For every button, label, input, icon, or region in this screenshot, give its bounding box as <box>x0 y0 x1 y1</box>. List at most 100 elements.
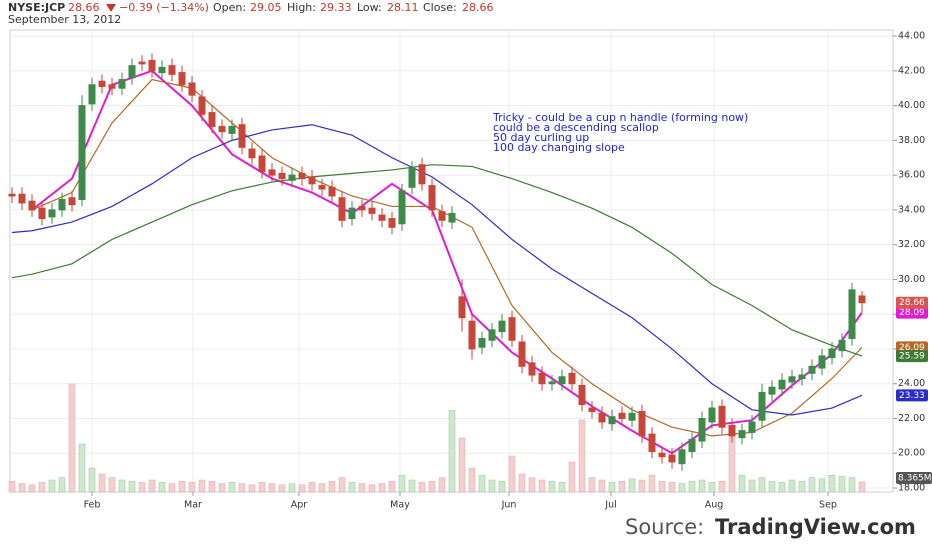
header: NYSE:JCP 28.66 −0.39 (−1.34%) Open: 29.0… <box>8 1 494 14</box>
volume-bar <box>148 479 156 493</box>
candle-body <box>708 407 716 423</box>
volume-bar <box>18 483 26 493</box>
candle-body <box>178 72 186 86</box>
volume-bar <box>548 480 556 493</box>
x-tick-label: Jun <box>501 500 517 511</box>
candle-body <box>438 211 446 221</box>
volume-bar <box>188 482 196 493</box>
candle-body <box>188 82 196 96</box>
candle-body <box>218 125 226 133</box>
source-site: TradingView.com <box>715 515 916 539</box>
candle-body <box>818 355 826 369</box>
candle-body <box>158 66 166 74</box>
candle-body <box>48 209 56 218</box>
candle-body <box>338 197 346 221</box>
volume-bar <box>88 467 96 493</box>
volume-bar <box>98 473 106 493</box>
volume-tag <box>896 472 932 484</box>
candle-body <box>598 412 606 423</box>
candle-body <box>578 384 586 406</box>
volume-bar <box>298 484 306 493</box>
change: −0.39 (−1.34%) <box>119 1 209 14</box>
x-tick-label: Feb <box>84 500 101 511</box>
volume-bar <box>208 480 216 493</box>
candle-body <box>718 405 726 428</box>
volume-bar <box>58 477 66 493</box>
quote-value: 28.66 <box>462 1 494 14</box>
volume-bar <box>8 480 16 493</box>
volume-bar <box>418 482 426 493</box>
candle-body <box>448 212 456 223</box>
candle-body <box>808 365 816 374</box>
candle-body <box>838 339 846 352</box>
volume-bar <box>488 479 496 493</box>
volume-bar <box>798 480 806 493</box>
last-value-label: 26.09 <box>899 343 925 353</box>
candle-body <box>488 329 496 341</box>
x-tick-label: May <box>390 500 410 511</box>
y-tick-label: 30.00 <box>898 274 925 285</box>
last-value-tag <box>896 296 928 309</box>
quote-value: 28.11 <box>387 1 419 14</box>
volume-bar <box>248 484 256 493</box>
annotation: 50 day curling up <box>493 131 589 144</box>
candle-body <box>298 172 306 180</box>
volume-bar <box>738 474 746 493</box>
volume-bar <box>538 479 546 493</box>
candle-body <box>168 65 176 75</box>
candle-body <box>698 417 706 442</box>
volume-bar <box>628 478 636 493</box>
candle-body <box>248 148 256 159</box>
volume-bar <box>718 480 726 493</box>
volume-bar <box>458 437 466 493</box>
source-label: Source: <box>625 515 704 539</box>
last-value-tag <box>896 306 928 319</box>
volume-bar <box>28 484 36 493</box>
candle-body <box>538 372 546 385</box>
volume-bar <box>838 476 846 493</box>
candle-body <box>728 424 736 437</box>
volume-bar <box>758 477 766 493</box>
candle-body <box>568 372 576 385</box>
labels: 18.0020.0022.0024.0026.0028.0030.0032.00… <box>84 31 932 511</box>
quote-value: 29.05 <box>250 1 282 14</box>
volume-bar <box>128 480 136 493</box>
last-value-tag <box>896 389 928 402</box>
volume-bar <box>528 477 536 493</box>
volume-bar <box>288 483 296 493</box>
volume-bar <box>358 483 366 493</box>
candle-body <box>318 185 326 190</box>
volume-bar <box>318 483 326 493</box>
candle-body <box>748 421 756 433</box>
volume-bar <box>648 474 656 493</box>
candle-body <box>268 169 276 176</box>
candle-body <box>418 164 426 185</box>
candle-body <box>118 79 126 89</box>
moving-average <box>11 164 863 357</box>
candle-body <box>528 362 536 376</box>
volume-bar <box>308 482 316 493</box>
last-value-label: 28.09 <box>899 308 925 318</box>
volume-bar <box>138 482 146 493</box>
volume-bar <box>378 483 386 493</box>
volume-bar <box>368 484 376 493</box>
last-value-tag <box>896 350 928 363</box>
candle-body <box>18 193 26 204</box>
volume-bar <box>218 483 226 493</box>
candle-body <box>858 295 866 304</box>
y-tick-label: 20.00 <box>898 448 925 459</box>
quote-label: High: <box>287 1 316 14</box>
candle-body <box>558 376 566 385</box>
volume-bar <box>168 483 176 493</box>
volume-bar <box>268 483 276 493</box>
candle-body <box>378 214 386 221</box>
candle-body <box>768 386 776 395</box>
candle-body <box>68 197 76 206</box>
volume-bar <box>678 483 686 493</box>
quote-value: 29.33 <box>320 1 352 14</box>
moving-average <box>11 124 863 416</box>
candle-body <box>548 381 556 385</box>
volume-bar <box>608 482 616 493</box>
candle-body <box>348 207 356 220</box>
annotation: Tricky - could be a cup n handle (formin… <box>492 111 748 124</box>
